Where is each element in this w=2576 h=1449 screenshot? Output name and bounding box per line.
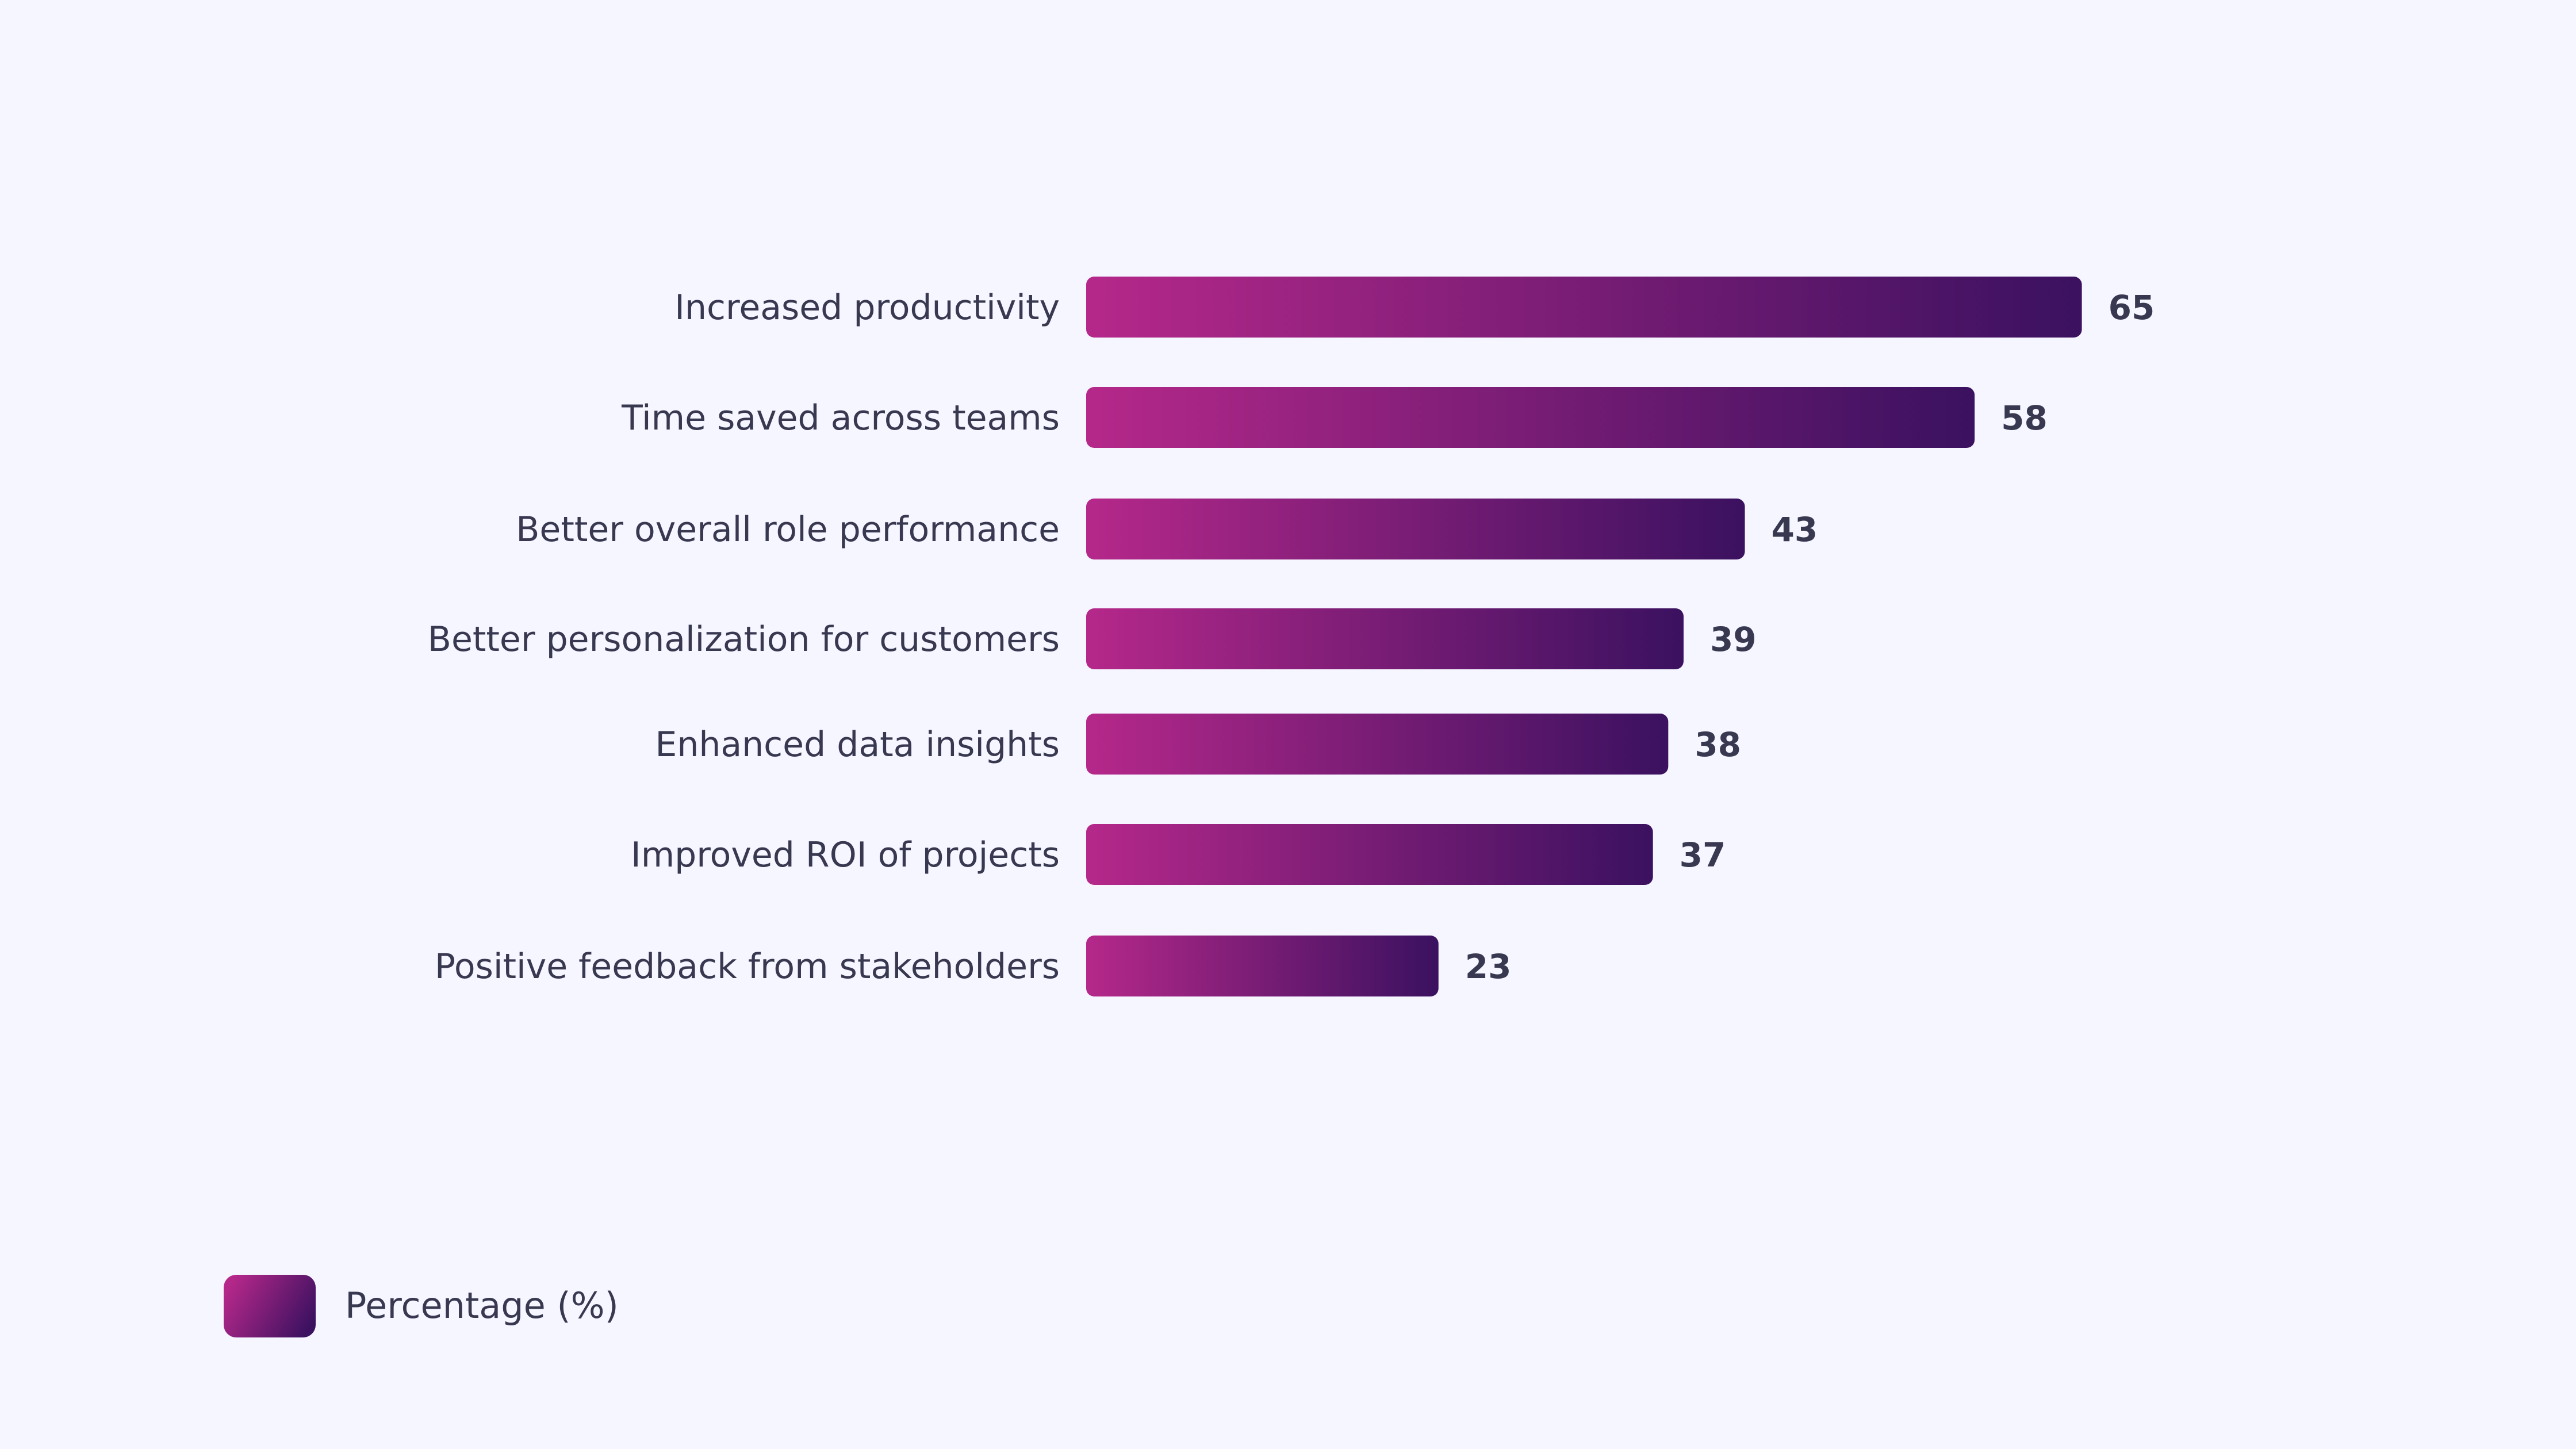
legend-label: Percentage (%) [345, 1285, 619, 1327]
bar [1086, 387, 1975, 448]
data-label: 23 [1465, 947, 1512, 986]
data-label: 37 [1680, 835, 1726, 875]
category-label: Increased productivity [674, 288, 1060, 328]
category-label: Better personalization for customers [428, 619, 1060, 660]
bar [1086, 936, 1439, 996]
category-label: Enhanced data insights [655, 724, 1060, 765]
data-label: 38 [1695, 725, 1741, 764]
category-label: Better overall role performance [516, 509, 1060, 550]
bar-row: Better personalization for customers 39 [428, 608, 1757, 669]
data-label: 39 [1710, 620, 1757, 659]
bar-row: Better overall role performance 43 [516, 499, 1818, 559]
bars-group: Increased productivity 65 Time saved acros… [428, 277, 2155, 996]
category-label: Positive feedback from stakeholders [435, 946, 1060, 987]
bar-row: Improved ROI of projects 37 [631, 824, 1726, 885]
legend: Percentage (%) [224, 1275, 619, 1337]
bar-row: Time saved across teams 58 [621, 387, 2048, 448]
legend-swatch [224, 1275, 316, 1337]
data-label: 65 [2109, 288, 2155, 327]
bar-row: Enhanced data insights 38 [655, 714, 1741, 775]
category-label: Improved ROI of projects [631, 835, 1060, 875]
bar-row: Increased productivity 65 [674, 277, 2155, 338]
bar [1086, 499, 1745, 559]
bar [1086, 277, 2082, 338]
bar [1086, 824, 1653, 885]
data-label: 58 [2001, 398, 2048, 438]
bar [1086, 608, 1684, 669]
category-label: Time saved across teams [621, 398, 1060, 438]
data-label: 43 [1772, 510, 1818, 549]
bar-row: Positive feedback from stakeholders 23 [435, 936, 1512, 996]
bar [1086, 714, 1669, 775]
